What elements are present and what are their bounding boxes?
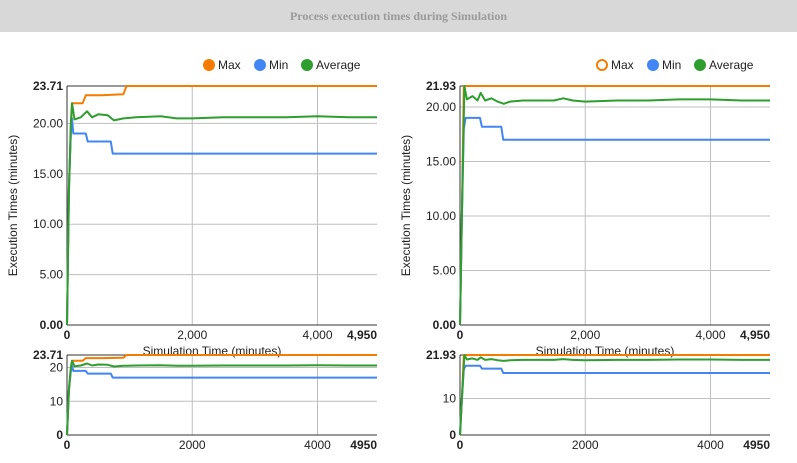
y-tick-label: 15.00 <box>426 155 456 169</box>
series-line-average <box>66 359 377 436</box>
legend-label-average: Average <box>709 58 754 72</box>
y-tick-label: 23.71 <box>33 348 63 362</box>
y-axis-title: Execution Times (minutes) <box>399 135 413 276</box>
y-tick-label: 10 <box>443 392 457 406</box>
legend-marker-max <box>203 59 215 71</box>
chart-panel-2: 0.00 5.00 10.00 15.00 20.00 21.93 0 2,000 4,000 4… <box>399 58 770 358</box>
y-tick-label: 15.00 <box>33 167 63 181</box>
x-tick-label: 4000 <box>697 438 724 452</box>
legend-marker-min <box>254 59 266 71</box>
y-tick-label: 10 <box>50 394 64 408</box>
x-tick-label: 4,000 <box>302 328 332 342</box>
y-tick-label: 23.71 <box>33 79 63 93</box>
y-tick-label: 0 <box>449 428 456 442</box>
x-tick-label: 4000 <box>304 438 331 452</box>
x-tick-label: 2,000 <box>177 328 207 342</box>
y-tick-label: 20 <box>50 361 64 375</box>
title-bar: Process execution times during Simulatio… <box>0 0 797 32</box>
legend-label-min: Min <box>269 58 288 72</box>
legend-label-max: Max <box>218 58 241 72</box>
series-line-max <box>459 354 770 436</box>
y-tick-label: 10.00 <box>33 217 63 231</box>
legend-label-max: Max <box>611 58 634 72</box>
x-tick-label: 0 <box>457 328 464 342</box>
series-line-average <box>66 102 377 326</box>
chart-panel-1: 0.00 5.00 10.00 15.00 20.00 23.71 0 2,000 4,000 4… <box>6 58 377 358</box>
series-line-min <box>66 364 377 436</box>
x-tick-label: 4,950 <box>740 328 770 342</box>
x-tick-label: 4,000 <box>695 328 725 342</box>
y-tick-label: 21.93 <box>426 348 456 362</box>
x-tick-label: 0 <box>64 438 71 452</box>
series-line-max <box>66 85 377 326</box>
y-tick-label: 0 <box>56 428 63 442</box>
legend-marker-min <box>647 59 659 71</box>
y-tick-label: 0.00 <box>40 318 64 332</box>
y-tick-label: 10.00 <box>426 209 456 223</box>
legend-marker-average <box>694 59 706 71</box>
series-line-average <box>459 85 770 326</box>
legend-marker-average <box>301 59 313 71</box>
y-tick-label: 21.93 <box>426 79 456 93</box>
legend-label-min: Min <box>662 58 681 72</box>
x-tick-label: 2000 <box>572 438 599 452</box>
series-line-max <box>459 85 770 326</box>
x-tick-label: 4950 <box>350 438 377 452</box>
x-tick-label: 2000 <box>179 438 206 452</box>
y-tick-label: 5.00 <box>433 264 457 278</box>
x-tick-label: 0 <box>457 438 464 452</box>
chart-panel-4: 0 10 21.93 0 2000 4000 4950 <box>426 348 770 452</box>
legend-label-average: Average <box>316 58 361 72</box>
y-axis-title: Execution Times (minutes) <box>6 135 20 276</box>
y-tick-label: 20.00 <box>426 100 456 114</box>
y-tick-label: 20.00 <box>33 116 63 130</box>
series-line-min <box>66 117 377 326</box>
y-tick-label: 0.00 <box>433 318 457 332</box>
page-title: Process execution times during Simulatio… <box>289 9 508 23</box>
x-tick-label: 2,000 <box>570 328 600 342</box>
legend-marker-max <box>596 59 608 71</box>
x-tick-label: 0 <box>64 328 71 342</box>
x-tick-label: 4950 <box>743 438 770 452</box>
series-line-average <box>459 354 770 436</box>
y-tick-label: 5.00 <box>40 268 64 282</box>
series-line-min <box>459 364 770 436</box>
x-tick-label: 4,950 <box>347 328 377 342</box>
series-line-min <box>459 116 770 326</box>
